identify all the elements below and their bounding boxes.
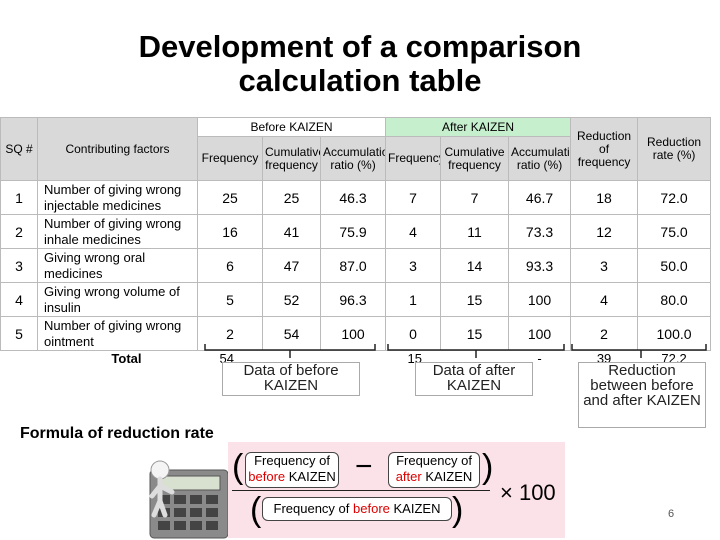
- after-term: Frequency of after KAIZEN: [388, 452, 480, 488]
- cell: 75.9: [319, 214, 387, 249]
- data-row: 2 Number of giving wrong inhale medicines…: [0, 214, 712, 249]
- term-text: Frequency of: [254, 453, 330, 468]
- cell: 96.3: [319, 282, 387, 317]
- cell: 41: [262, 214, 321, 249]
- term-text: Frequency of: [396, 453, 472, 468]
- cell: 3: [0, 248, 38, 283]
- total-row: Total 54 15 - 39 72.2: [1, 351, 711, 366]
- callout: Reduction between before and after KAIZE…: [578, 362, 706, 428]
- term-highlight: before: [248, 469, 286, 484]
- cell: 100: [508, 282, 572, 317]
- term-text: Frequency of: [273, 501, 350, 516]
- paren: (: [232, 448, 244, 486]
- cell: 80.0: [637, 282, 712, 317]
- brackets: [204, 344, 707, 358]
- term-highlight: after: [395, 469, 422, 484]
- header-cell: SQ #: [0, 117, 38, 181]
- before-term: Frequency of before KAIZEN: [245, 452, 339, 488]
- header-cell: Contributing factors: [37, 117, 198, 181]
- total-cell: 15: [407, 350, 422, 365]
- cell: Number of giving wrong inhale medicines: [37, 214, 198, 249]
- cell: 47: [262, 248, 321, 283]
- cell: 87.0: [319, 248, 387, 283]
- cell: 93.3: [508, 248, 572, 283]
- bracket: [571, 344, 707, 358]
- cell: 100.0: [637, 316, 712, 351]
- comparison-table: SQ # Contributing factors Before KAIZEN Aft…: [0, 117, 712, 366]
- cell: Number of giving wrong ointment: [37, 316, 198, 351]
- header-cell: Cumulative frequency: [440, 136, 510, 181]
- title-line: calculation table: [238, 63, 482, 98]
- total-cell: Total: [111, 350, 142, 365]
- cell: 5: [0, 316, 38, 351]
- multiplier: × 100: [500, 480, 556, 505]
- data-row: 5 Number of giving wrong ointment 2 54 100 0 1…: [0, 316, 712, 351]
- cell: 5: [197, 282, 263, 317]
- total-cell: 72.2: [661, 350, 687, 365]
- term-text: KAIZEN: [393, 501, 441, 516]
- term-text: KAIZEN: [288, 469, 336, 484]
- total-cell: 54: [219, 350, 234, 365]
- cell: 52: [262, 282, 321, 317]
- page-number: 6: [668, 508, 675, 520]
- cell: 4: [570, 282, 639, 317]
- title-line: Development of a comparison: [138, 29, 582, 64]
- cell: 1: [385, 282, 442, 317]
- cell: 3: [385, 248, 442, 283]
- cell: 18: [570, 180, 639, 215]
- cell: 46.7: [508, 180, 572, 215]
- cell: 12: [570, 214, 639, 249]
- cell: Giving wrong volume of insulin: [37, 282, 198, 317]
- data-row: 3 Giving wrong oral medicines 6 47 87.0 3 14 93…: [0, 248, 712, 283]
- header-cell: Cumulative frequency: [262, 136, 321, 181]
- denominator-term: Frequency of before KAIZEN: [262, 497, 452, 521]
- cell: 25: [197, 180, 263, 215]
- cell: 11: [440, 214, 510, 249]
- header-cell: Frequency: [385, 136, 442, 181]
- cell: 25: [262, 180, 321, 215]
- formula-label: Formula of reduction rate: [18, 425, 216, 443]
- data-row: 4 Giving wrong volume of insulin 5 52 96.3 1 1…: [0, 282, 712, 317]
- paren: ): [482, 448, 494, 486]
- cell: 75.0: [637, 214, 712, 249]
- minus: −: [355, 450, 373, 483]
- cell: Number of giving wrong injectable medici…: [37, 180, 198, 215]
- header-cell: Accumulation ratio (%): [319, 136, 387, 181]
- term-highlight: before: [353, 501, 390, 516]
- cell: 100: [319, 316, 387, 351]
- cell: 16: [197, 214, 263, 249]
- cell: 50.0: [637, 248, 712, 283]
- paren: ): [452, 491, 464, 529]
- total-cell: -: [537, 350, 542, 365]
- cell: 4: [385, 214, 442, 249]
- bracket: [204, 344, 376, 358]
- cell: Giving wrong oral medicines: [37, 248, 198, 283]
- total-cell: 39: [596, 350, 612, 365]
- cell: 1: [0, 180, 38, 215]
- paren: (: [250, 491, 262, 529]
- header-cell: Reduction rate (%): [637, 117, 712, 181]
- header-row: SQ # Contributing factors Before KAIZEN Aft…: [0, 117, 712, 181]
- term-text: KAIZEN: [425, 469, 473, 484]
- callout: Data of before KAIZEN: [222, 362, 360, 396]
- bracket: [387, 344, 565, 358]
- cell: 100: [508, 316, 572, 351]
- cell: 15: [440, 282, 510, 317]
- cell: 54: [262, 316, 321, 351]
- group-header: After KAIZEN: [385, 117, 572, 137]
- cell: 72.0: [637, 180, 712, 215]
- callout: Data of after KAIZEN: [415, 362, 533, 396]
- calculator-figure: [149, 460, 229, 539]
- cell: 0: [385, 316, 442, 351]
- title: Development of a comparison calculation t…: [0, 30, 720, 98]
- fraction-line: [232, 490, 490, 491]
- header-cell: Accumulation ratio (%): [508, 136, 572, 181]
